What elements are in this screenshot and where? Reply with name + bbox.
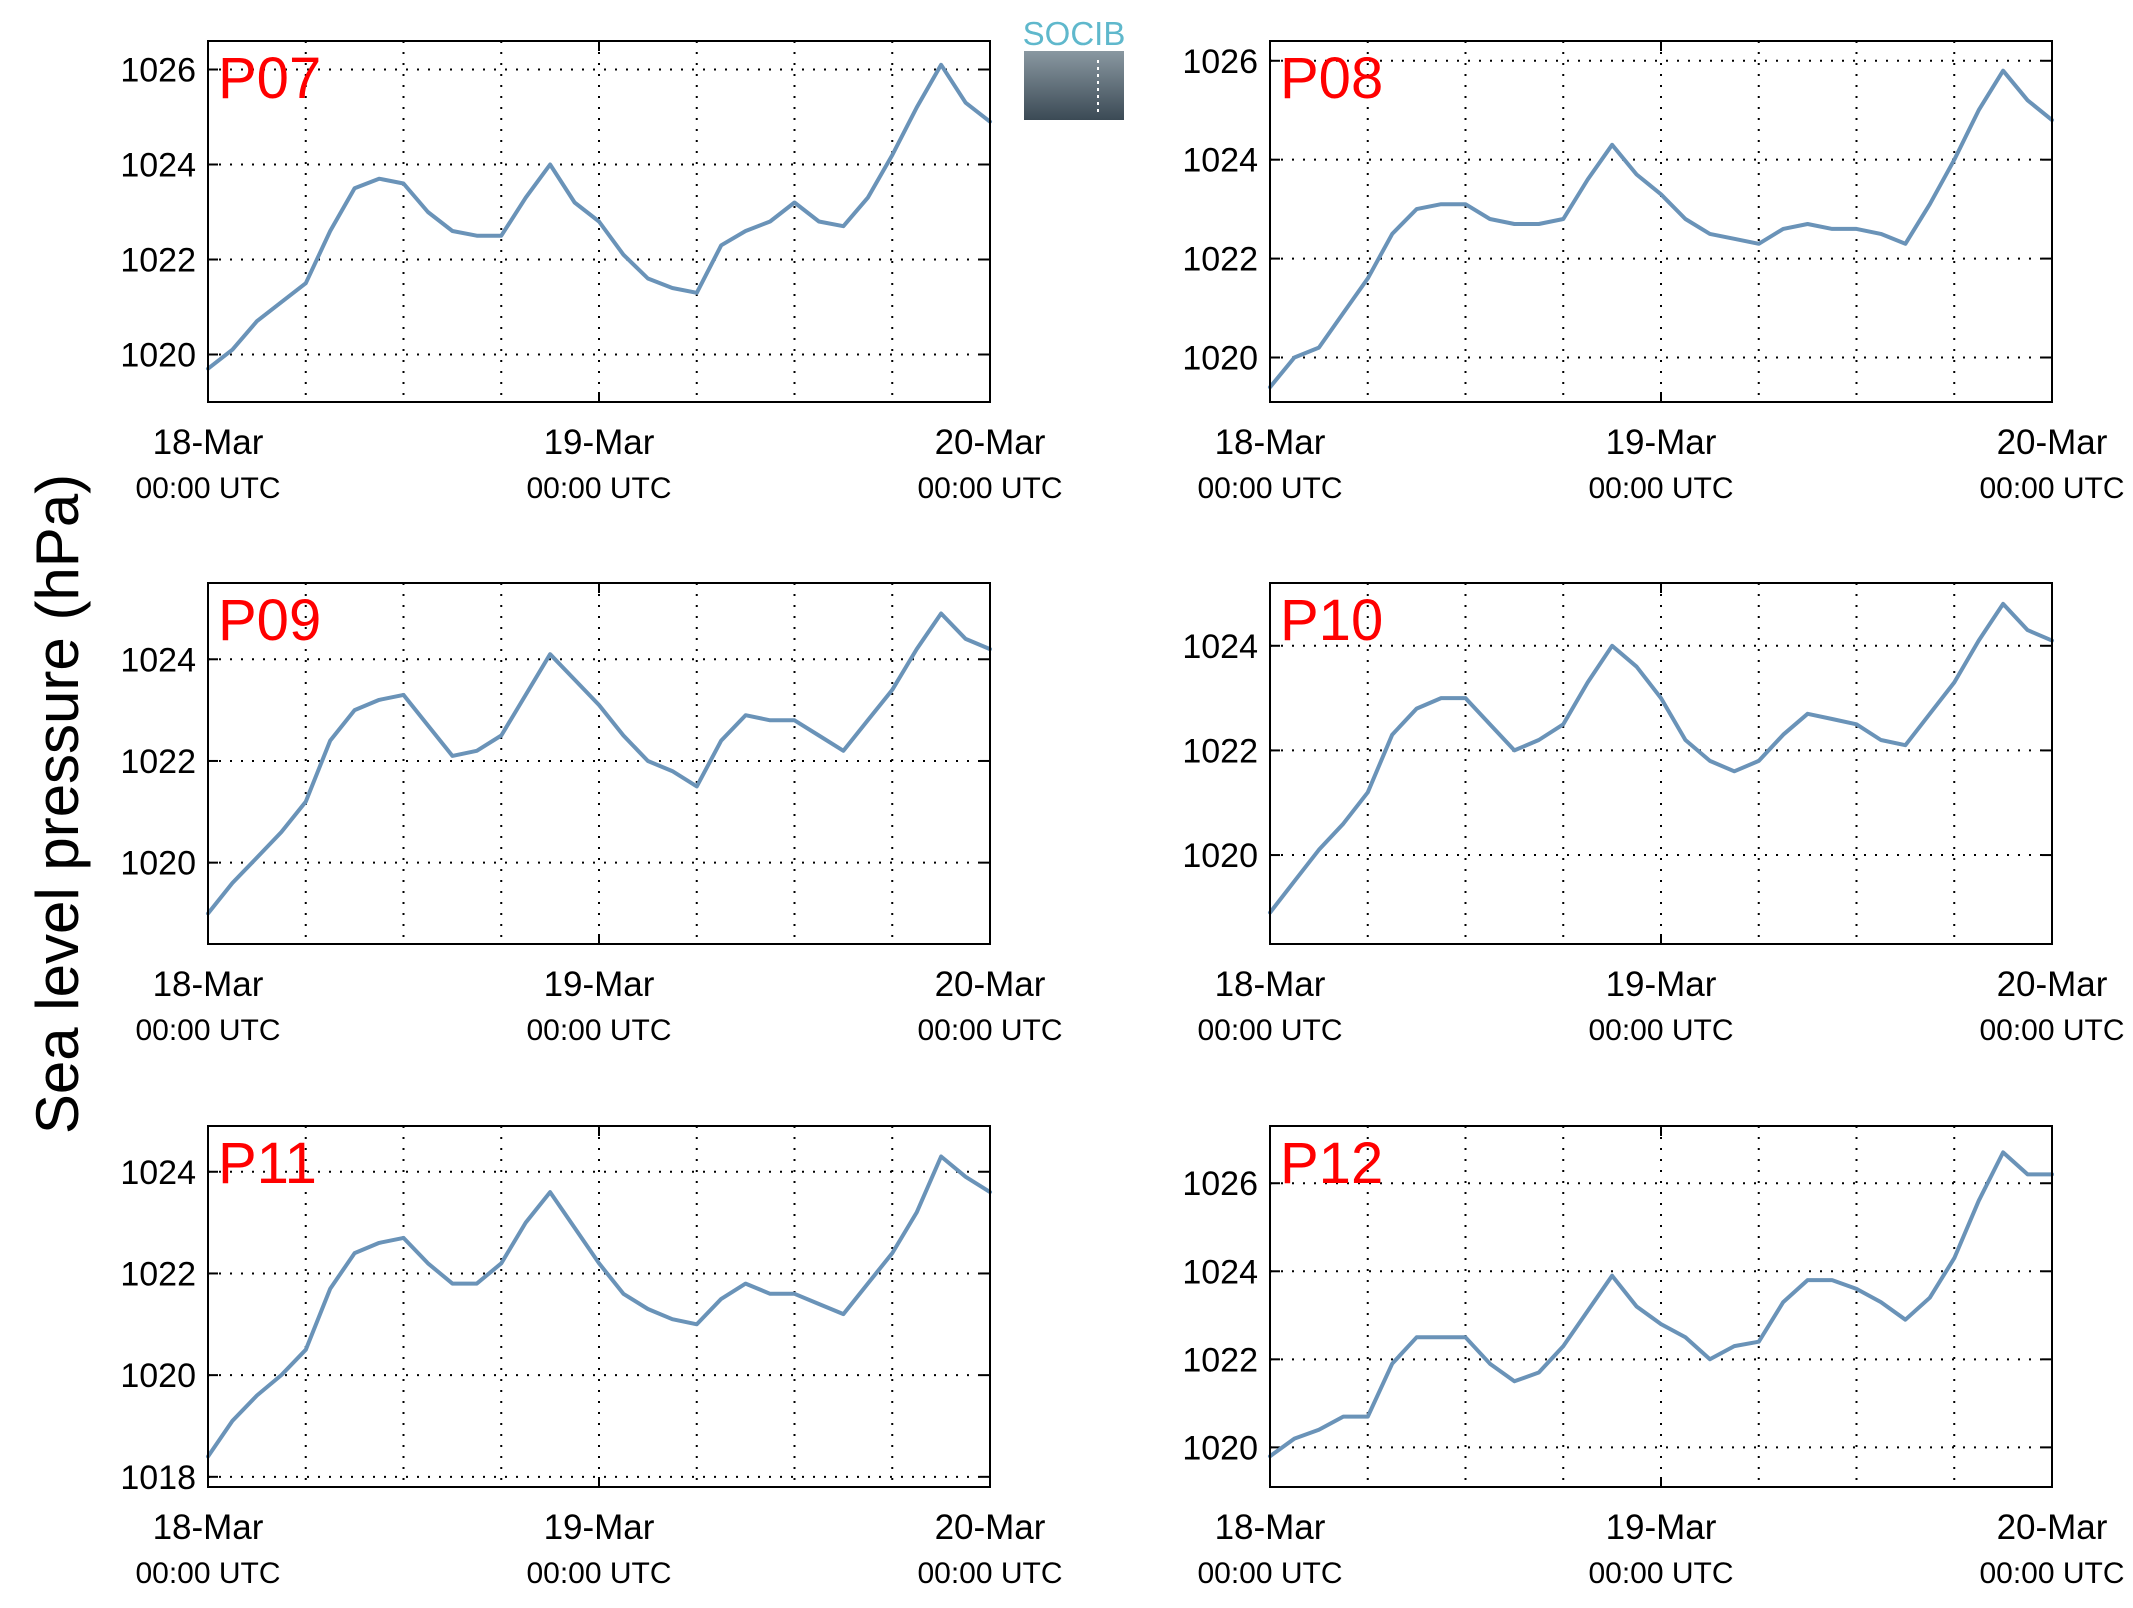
x-tick-time-label: 00:00 UTC (135, 1014, 280, 1047)
y-tick-label: 1022 (1182, 1341, 1258, 1379)
series-line (206, 611, 992, 916)
axes-frame (1269, 582, 2053, 945)
panel-p09: 1020 1022 1024 18-Mar 00:00 UTC 19-Mar 00:00 U… (120, 582, 1063, 1047)
logo-text-background (1024, 17, 1124, 51)
panel-p11: 1018 1020 1022 1024 18-Mar 00:00 UTC 19-Mar 00:… (120, 1125, 1063, 1590)
x-tick-date-label: 19-Mar (1606, 423, 1717, 462)
x-tick-date-label: 20-Mar (1997, 965, 2108, 1004)
series-line (206, 62, 992, 371)
panel-label: P07 (218, 46, 321, 111)
axes-frame (1269, 40, 2053, 403)
y-tick-label: 1026 (120, 52, 196, 90)
y-tick-label: 1026 (1182, 1165, 1258, 1203)
x-tick-date-label: 19-Mar (544, 423, 655, 462)
y-tick-label: 1020 (1182, 837, 1258, 875)
panel-p08: 1020 1022 1024 1026 18-Mar 00:00 UTC 19-Mar 00:… (1182, 40, 2125, 505)
y-tick-label: 1024 (1182, 628, 1258, 666)
x-tick-date-label: 19-Mar (544, 965, 655, 1004)
x-tick-time-label: 00:00 UTC (526, 1557, 671, 1590)
x-tick-date-label: 19-Mar (544, 1508, 655, 1547)
y-tick-label: 1020 (120, 845, 196, 883)
x-tick-date-label: 18-Mar (153, 1508, 264, 1547)
x-tick-date-label: 18-Mar (153, 423, 264, 462)
panel-p12: 1020 1022 1024 1026 18-Mar 00:00 UTC 19-Mar 00:… (1182, 1125, 2125, 1590)
y-tick-label: 1024 (1182, 1253, 1258, 1291)
y-tick-label: 1020 (1182, 339, 1258, 377)
x-tick-date-label: 18-Mar (1215, 423, 1326, 462)
x-tick-date-label: 20-Mar (935, 1508, 1046, 1547)
socib-logo: SOCIB (1023, 15, 1126, 120)
series-line (1268, 68, 2054, 390)
y-tick-label: 1022 (1182, 241, 1258, 279)
axes-frame (207, 40, 991, 403)
x-tick-time-label: 00:00 UTC (917, 1557, 1062, 1590)
x-tick-time-label: 00:00 UTC (1588, 472, 1733, 505)
panels: 1020 1022 1024 1026 18-Mar 00:00 UTC 19-Mar 00:… (120, 40, 2125, 1590)
x-tick-time-label: 00:00 UTC (1197, 472, 1342, 505)
x-tick-time-label: 00:00 UTC (135, 1557, 280, 1590)
y-tick-label: 1022 (120, 242, 196, 280)
x-tick-date-label: 19-Mar (1606, 965, 1717, 1004)
x-tick-date-label: 18-Mar (1215, 1508, 1326, 1547)
panel-label: P11 (218, 1131, 317, 1196)
x-tick-time-label: 00:00 UTC (1197, 1557, 1342, 1590)
x-tick-time-label: 00:00 UTC (917, 472, 1062, 505)
panel-label: P09 (218, 588, 321, 653)
y-tick-label: 1018 (120, 1459, 196, 1497)
panel-p10: 1020 1022 1024 18-Mar 00:00 UTC 19-Mar 00:00 U… (1182, 582, 2125, 1047)
x-tick-time-label: 00:00 UTC (526, 472, 671, 505)
x-tick-date-label: 20-Mar (1997, 1508, 2108, 1547)
y-tick-label: 1022 (120, 743, 196, 781)
y-tick-label: 1024 (120, 1154, 196, 1192)
axes-frame (207, 582, 991, 945)
series-line (1268, 601, 2054, 915)
x-tick-time-label: 00:00 UTC (1588, 1014, 1733, 1047)
x-tick-date-label: 19-Mar (1606, 1508, 1717, 1547)
panel-label: P10 (1280, 588, 1383, 653)
panel-label: P12 (1280, 1131, 1383, 1196)
x-tick-date-label: 20-Mar (935, 423, 1046, 462)
y-tick-label: 1020 (120, 1357, 196, 1395)
y-tick-label: 1022 (120, 1255, 196, 1293)
panel-p07: 1020 1022 1024 1026 18-Mar 00:00 UTC 19-Mar 00:… (120, 40, 1063, 505)
x-tick-time-label: 00:00 UTC (1979, 472, 2124, 505)
y-tick-label: 1024 (1182, 142, 1258, 180)
y-tick-label: 1026 (1182, 43, 1258, 81)
x-tick-date-label: 18-Mar (153, 965, 264, 1004)
panel-label: P08 (1280, 46, 1383, 111)
x-tick-date-label: 20-Mar (935, 965, 1046, 1004)
y-tick-label: 1020 (1182, 1429, 1258, 1467)
logo-text: SOCIB (1023, 15, 1126, 52)
y-axis-label: Sea level pressure (hPa) (24, 474, 91, 1134)
axes-frame (207, 1125, 991, 1488)
x-tick-time-label: 00:00 UTC (526, 1014, 671, 1047)
x-tick-date-label: 20-Mar (1997, 423, 2108, 462)
logo-background (1024, 47, 1124, 120)
y-tick-label: 1024 (120, 147, 196, 185)
series-line (206, 1154, 992, 1459)
x-tick-time-label: 00:00 UTC (1979, 1557, 2124, 1590)
x-tick-time-label: 00:00 UTC (1588, 1557, 1733, 1590)
x-tick-time-label: 00:00 UTC (1197, 1014, 1342, 1047)
x-tick-time-label: 00:00 UTC (135, 472, 280, 505)
y-tick-label: 1022 (1182, 732, 1258, 770)
y-tick-label: 1020 (120, 337, 196, 375)
y-tick-label: 1024 (120, 641, 196, 679)
x-tick-time-label: 00:00 UTC (917, 1014, 1062, 1047)
series-line (1268, 1150, 2054, 1459)
x-tick-time-label: 00:00 UTC (1979, 1014, 2124, 1047)
axes-frame (1269, 1125, 2053, 1488)
x-tick-date-label: 18-Mar (1215, 965, 1326, 1004)
